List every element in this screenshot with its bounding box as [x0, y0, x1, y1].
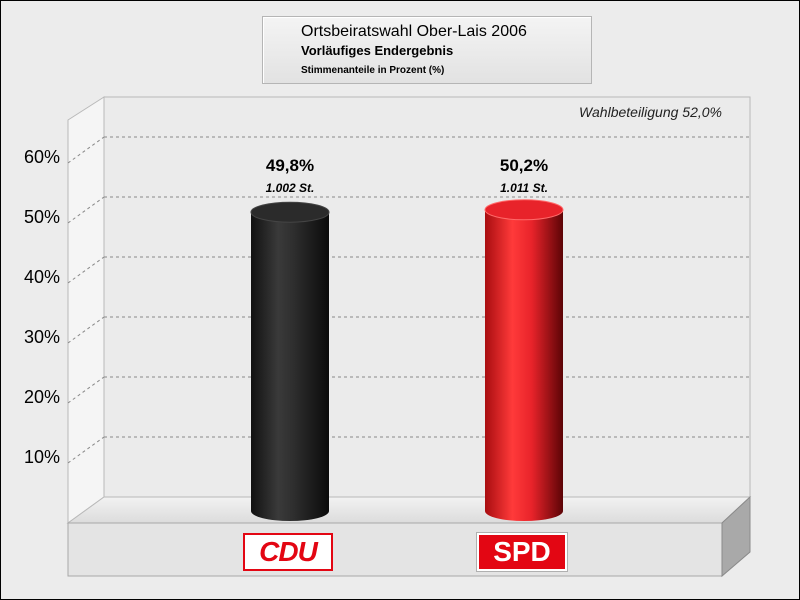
bar-body: [485, 209, 563, 522]
turnout-annotation: Wahlbeteiligung 52,0%: [579, 104, 722, 120]
votes-label: 1.002 St.: [266, 181, 315, 195]
bar-top: [484, 199, 564, 221]
spd-logo: SPD: [476, 532, 568, 572]
y-tick-label: 20%: [24, 387, 60, 407]
spd-logo-text: SPD: [493, 536, 551, 567]
gridline-side: [67, 136, 105, 164]
y-tick-label: 50%: [24, 207, 60, 227]
gridline-side: [67, 376, 105, 404]
gridline-side: [67, 316, 105, 344]
bar-cdu: [250, 201, 330, 521]
bar-spd: [484, 199, 564, 522]
chart-note: Stimmenanteile in Prozent (%): [301, 65, 445, 76]
gridline-side: [67, 256, 105, 284]
cdu-logo-text: CDU: [259, 536, 318, 567]
chart-subtitle: Vorläufiges Endergebnis: [301, 43, 454, 58]
bar-body: [251, 212, 329, 521]
floor: [66, 496, 752, 524]
cdu-logo: CDU: [243, 533, 333, 571]
y-tick-label: 10%: [24, 447, 60, 467]
base-front: [67, 522, 723, 577]
y-tick-label: 60%: [24, 147, 60, 167]
base-side: [721, 495, 751, 578]
chart-title: Ortsbeiratswahl Ober-Lais 2006: [301, 23, 527, 40]
value-label: 49,8%: [266, 156, 314, 175]
y-tick-label: 30%: [24, 327, 60, 347]
votes-label: 1.011 St.: [500, 181, 548, 195]
gridline-side: [67, 196, 105, 224]
value-label: 50,2%: [500, 156, 548, 175]
gridline-side: [67, 436, 105, 464]
y-tick-label: 40%: [24, 267, 60, 287]
title-box: Ortsbeiratswahl Ober-Lais 2006 Vorläufig…: [262, 16, 592, 84]
bar-top: [250, 201, 330, 223]
